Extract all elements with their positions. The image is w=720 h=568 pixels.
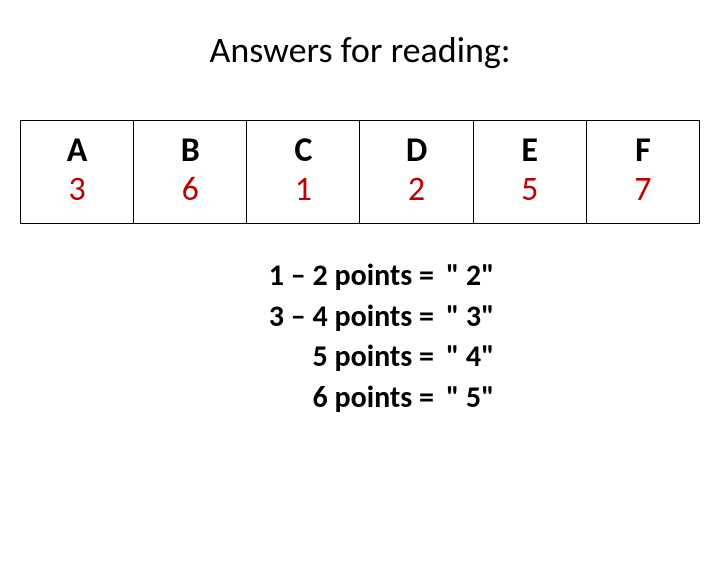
- table-cell: D 2: [360, 121, 473, 224]
- cell-letter: E: [474, 131, 586, 170]
- scoring-block: 1 – 2 points = " 2" 3 – 4 points = " 3" …: [0, 256, 720, 418]
- scoring-row: 6 points = " 5": [0, 378, 720, 419]
- cell-letter: F: [587, 131, 699, 170]
- scoring-label: 1 – 2 points =: [180, 256, 440, 297]
- cell-letter: B: [134, 131, 246, 170]
- scoring-value: " 4": [440, 337, 540, 378]
- table-cell: F 7: [586, 121, 699, 224]
- cell-number: 1: [247, 170, 359, 209]
- cell-number: 2: [360, 170, 472, 209]
- scoring-row: 5 points = " 4": [0, 337, 720, 378]
- cell-number: 5: [474, 170, 586, 209]
- table-cell: E 5: [473, 121, 586, 224]
- page-title: Answers for reading:: [0, 28, 720, 72]
- cell-letter: C: [247, 131, 359, 170]
- scoring-label: 3 – 4 points =: [180, 297, 440, 338]
- table-row: A 3 B 6 C 1 D 2 E 5 F 7: [21, 121, 700, 224]
- cell-number: 3: [21, 170, 133, 209]
- cell-letter: D: [360, 131, 472, 170]
- scoring-value: " 5": [440, 378, 540, 419]
- cell-letter: A: [21, 131, 133, 170]
- table-cell: A 3: [21, 121, 134, 224]
- scoring-row: 1 – 2 points = " 2": [0, 256, 720, 297]
- table-cell: B 6: [134, 121, 247, 224]
- scoring-value: " 2": [440, 256, 540, 297]
- scoring-label: 6 points =: [180, 378, 440, 419]
- cell-number: 7: [587, 170, 699, 209]
- cell-number: 6: [134, 170, 246, 209]
- scoring-row: 3 – 4 points = " 3": [0, 297, 720, 338]
- scoring-value: " 3": [440, 297, 540, 338]
- table-cell: C 1: [247, 121, 360, 224]
- scoring-label: 5 points =: [180, 337, 440, 378]
- answers-table: A 3 B 6 C 1 D 2 E 5 F 7: [20, 120, 700, 224]
